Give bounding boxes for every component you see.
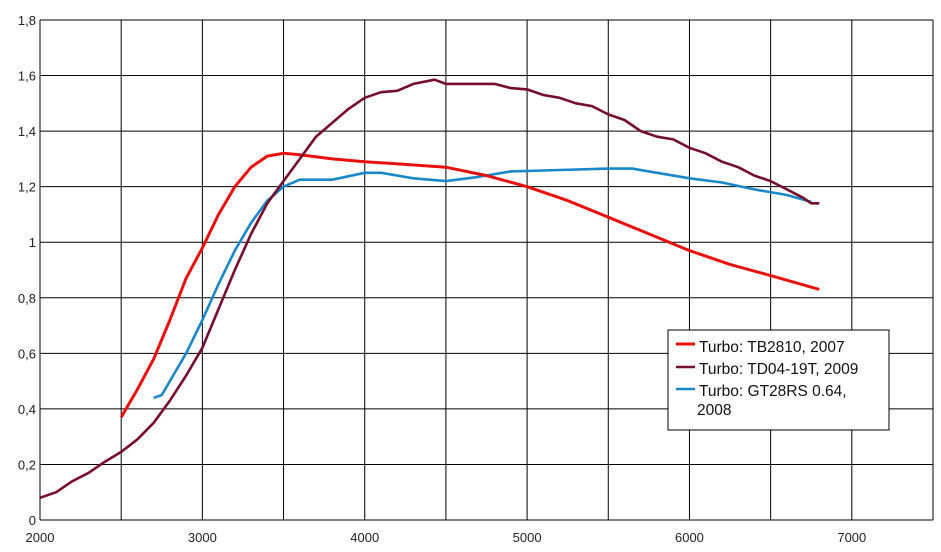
y-tick-label: 1,4 (18, 124, 36, 139)
x-tick-label: 6000 (675, 530, 704, 545)
y-tick-label: 0,4 (18, 402, 36, 417)
y-tick-label: 1,6 (18, 69, 36, 84)
x-tick-label: 4000 (350, 530, 379, 545)
x-tick-label: 5000 (513, 530, 542, 545)
x-axis: 2000 3000 4000 5000 6000 7000 (26, 530, 867, 545)
y-tick-label: 1,2 (18, 180, 36, 195)
y-axis: 0 0,2 0,4 0,6 0,8 1 1,2 1,4 1,6 1,8 (18, 13, 36, 528)
series-tb2810-line (119, 151, 820, 418)
x-tick-label: 3000 (188, 530, 217, 545)
legend: Turbo: TB2810, 2007 Turbo: TD04-19T, 200… (667, 329, 890, 431)
grid (39, 19, 934, 521)
y-tick-label: 0 (29, 513, 36, 528)
legend-label-td04: Turbo: TD04-19T, 2009 (699, 361, 858, 378)
legend-label-gt28rs: Turbo: GT28RS 0.64, 2008 (697, 383, 847, 419)
x-tick-label: 7000 (837, 530, 866, 545)
y-tick-label: 0,6 (18, 346, 36, 361)
y-tick-label: 0,2 (18, 457, 36, 472)
series-gt28rs-line (153, 167, 812, 400)
x-tick-label: 2000 (26, 530, 55, 545)
series-lines (39, 78, 820, 500)
series-td04-line (39, 78, 820, 500)
legend-label-tb2810: Turbo: TB2810, 2007 (699, 339, 845, 356)
y-tick-label: 1 (29, 235, 36, 250)
y-tick-label: 1,8 (18, 13, 36, 28)
y-tick-label: 0,8 (18, 291, 36, 306)
